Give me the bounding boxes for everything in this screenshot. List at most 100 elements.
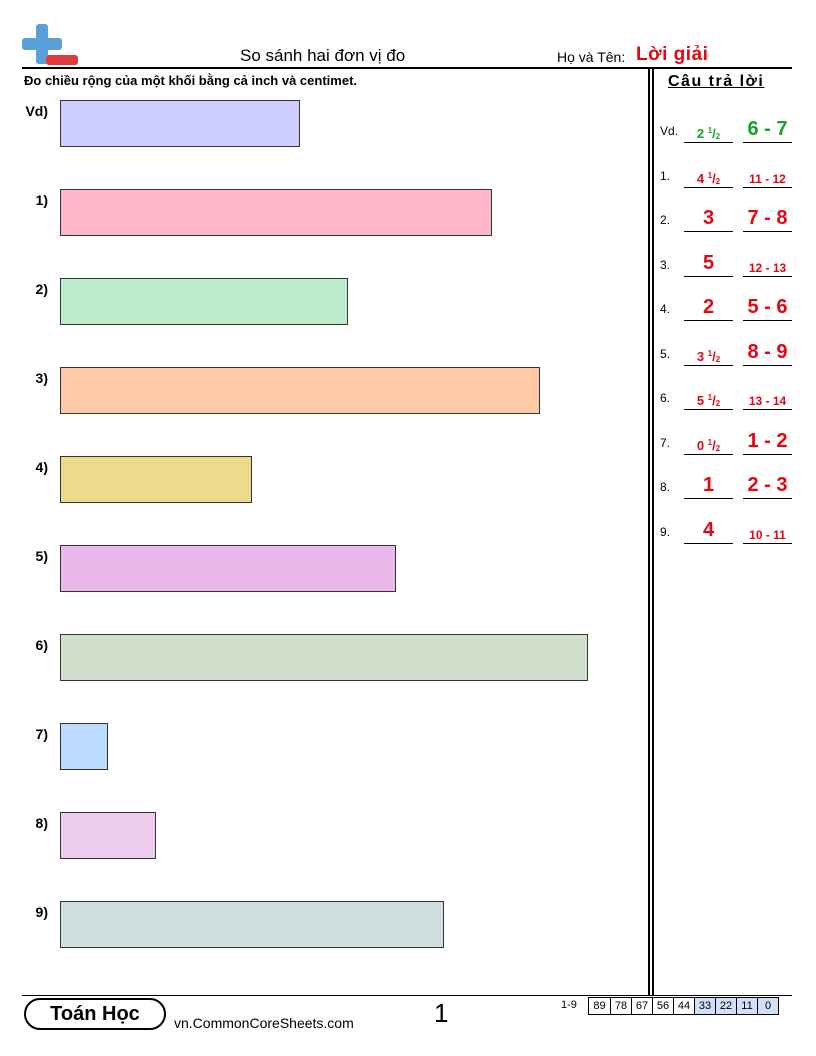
answer-label: 9. xyxy=(660,525,671,539)
answer-inch-field: 1 xyxy=(684,472,733,499)
inch-whole: 0 xyxy=(696,438,705,453)
measure-block xyxy=(60,367,540,414)
inch-denominator: 2 xyxy=(715,398,721,408)
answer-label: 1. xyxy=(660,169,671,183)
instructions: Đo chiều rộng của một khối bằng cả inch … xyxy=(24,73,358,88)
measure-block xyxy=(60,189,492,236)
answer-inch-value: 1 xyxy=(684,474,733,497)
problem-label: 8) xyxy=(35,815,48,831)
problem-label: Vd) xyxy=(25,103,48,119)
answer-cm-value: 5 - 6 xyxy=(747,296,788,318)
answer-inch-value: 4 xyxy=(684,519,733,542)
measure-block xyxy=(60,723,108,770)
answer-inch-value: 2 xyxy=(684,296,733,319)
answer-inch-field: 5 xyxy=(684,250,733,277)
score-cell: 56 xyxy=(652,998,673,1014)
answer-cm-field: 2 - 3 xyxy=(743,472,792,499)
answer-cm-field: 6 - 7 xyxy=(743,116,792,143)
column-divider xyxy=(648,68,650,996)
measure-block xyxy=(60,634,588,681)
answer-label: 7. xyxy=(660,436,671,450)
inch-numerator: 1 xyxy=(707,171,713,181)
answer-cm-value: 6 - 7 xyxy=(747,118,788,140)
measure-block xyxy=(60,456,252,503)
problem-label: 9) xyxy=(35,904,48,920)
answer-cm-value: 2 - 3 xyxy=(747,474,788,496)
answer-inch-field: 3 1/2 xyxy=(684,339,733,366)
answer-inch-value: 2 1/2 xyxy=(696,126,721,141)
inch-numerator: 1 xyxy=(707,393,713,403)
problem-label: 3) xyxy=(35,370,48,386)
score-cell: 11 xyxy=(736,998,757,1014)
inch-denominator: 2 xyxy=(715,131,721,141)
inch-denominator: 2 xyxy=(715,443,721,453)
answer-cm-field: 10 - 11 xyxy=(743,517,792,544)
answer-inch-field: 2 xyxy=(684,294,733,321)
inch-numerator: 1 xyxy=(707,126,713,136)
answer-cm-field: 13 - 14 xyxy=(743,383,792,410)
score-cell: 89 xyxy=(593,1000,606,1012)
problem-label: 2) xyxy=(35,281,48,297)
answer-cm-field: 5 - 6 xyxy=(743,294,792,321)
inch-numerator: 1 xyxy=(707,438,713,448)
inch-whole: 5 xyxy=(696,393,705,408)
inch-whole: 4 xyxy=(696,171,705,186)
inch-whole: 5 xyxy=(702,252,715,274)
logo-plus-horizontal xyxy=(22,38,62,50)
answer-cm-value: 11 - 12 xyxy=(749,172,786,186)
inch-whole: 3 xyxy=(696,349,705,364)
worksheet-title: So sánh hai đơn vị đo xyxy=(240,46,406,65)
column-divider-inner xyxy=(652,68,654,996)
measure-block xyxy=(60,812,156,859)
problem-label: 7) xyxy=(35,726,48,742)
answer-label: 3. xyxy=(660,258,671,272)
score-cell: 22 xyxy=(715,998,736,1014)
inch-whole: 1 xyxy=(702,474,715,496)
answer-label: 8. xyxy=(660,480,671,494)
footer-rule xyxy=(22,995,792,996)
answer-label: 5. xyxy=(660,347,671,361)
problem-label: 4) xyxy=(35,459,48,475)
answer-inch-value: 5 xyxy=(684,252,733,275)
answer-inch-field: 3 xyxy=(684,205,733,232)
answer-inch-value: 3 xyxy=(684,207,733,230)
measure-block xyxy=(60,278,348,325)
answer-inch-field: 4 xyxy=(684,517,733,544)
score-cell: 0 xyxy=(757,998,778,1014)
answer-inch-field: 4 1/2 xyxy=(684,161,733,188)
answer-cm-value: 13 - 14 xyxy=(748,394,787,408)
answer-inch-value: 4 1/2 xyxy=(696,171,721,186)
answer-label: 2. xyxy=(660,213,671,227)
name-value: Lời giải xyxy=(636,44,709,65)
answer-cm-value: 7 - 8 xyxy=(747,207,788,229)
answer-inch-field: 5 1/2 xyxy=(684,383,733,410)
site-url: vn.CommonCoreSheets.com xyxy=(174,1015,354,1031)
score-cell: 78 xyxy=(610,998,631,1014)
inch-whole: 2 xyxy=(702,296,715,318)
name-label: Họ và Tên: xyxy=(557,49,626,65)
answer-inch-field: 2 1/2 xyxy=(684,116,733,143)
problem-label: 1) xyxy=(35,192,48,208)
answer-cm-field: 12 - 13 xyxy=(743,250,792,277)
inch-denominator: 2 xyxy=(715,354,721,364)
measure-block xyxy=(60,545,396,592)
score-range: 1-9 xyxy=(561,999,577,1011)
answer-cm-value: 12 - 13 xyxy=(748,261,787,275)
answer-cm-value: 10 - 11 xyxy=(749,528,786,542)
answers-title: Câu trả lời xyxy=(668,73,765,90)
inch-denominator: 2 xyxy=(715,176,721,186)
measure-block xyxy=(60,901,444,948)
problem-label: 5) xyxy=(35,548,48,564)
score-table: 89 78 67 56 44 33 22 11 0 xyxy=(588,997,779,1015)
answer-cm-value: 1 - 2 xyxy=(747,430,788,452)
answer-label: Vd. xyxy=(660,124,679,138)
measure-block xyxy=(60,100,300,147)
answer-label: 4. xyxy=(660,302,671,316)
page-number: 1 xyxy=(434,998,449,1028)
brand-badge: Toán Học xyxy=(24,998,166,1030)
logo-minus xyxy=(46,55,78,65)
answer-inch-value: 5 1/2 xyxy=(696,393,721,408)
answer-label: 6. xyxy=(660,391,671,405)
score-cell: 33 xyxy=(694,998,715,1014)
answer-cm-field: 11 - 12 xyxy=(743,161,792,188)
